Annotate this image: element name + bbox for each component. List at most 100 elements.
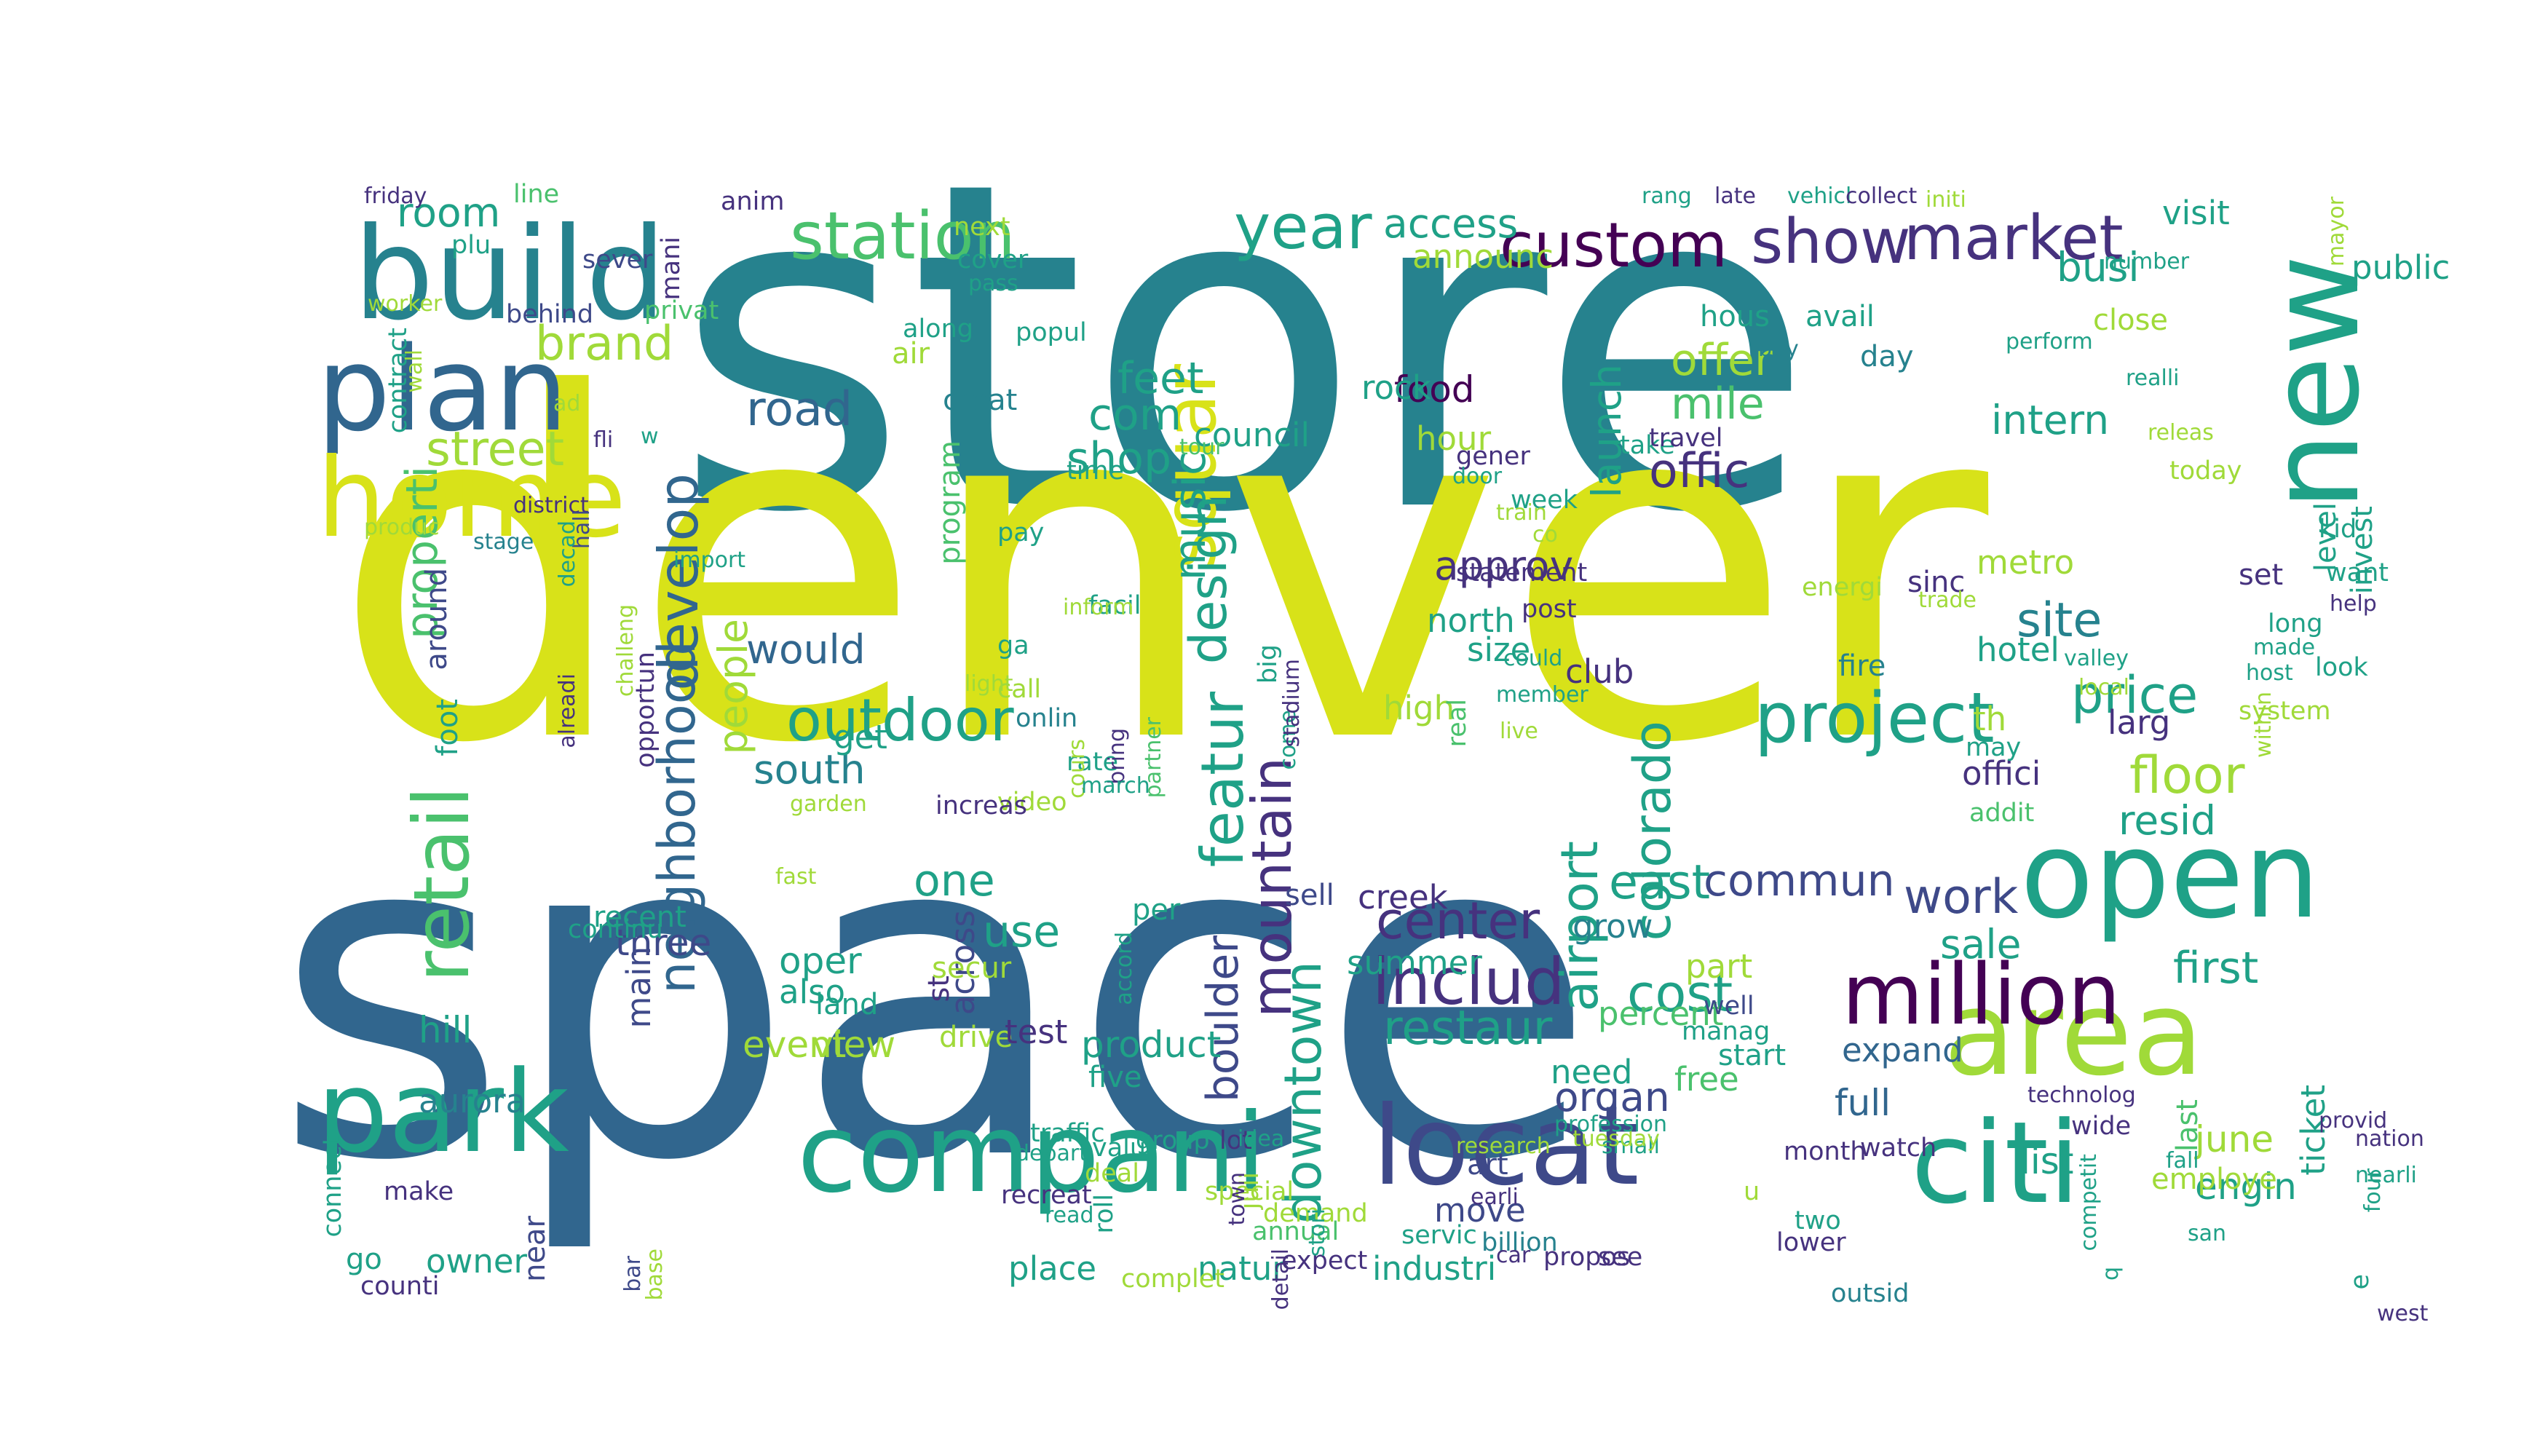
word-145: sever	[582, 245, 653, 274]
word-36: boulder	[1198, 935, 1249, 1103]
word-218: co	[1532, 522, 1558, 547]
word-262: town	[1224, 1172, 1250, 1226]
word-151: rate	[1067, 748, 1119, 777]
word-150: pay	[997, 518, 1045, 547]
word-272: idea	[1238, 1126, 1285, 1152]
word-70: north	[1427, 601, 1515, 640]
word-52: floor	[2129, 745, 2245, 805]
word-279: q	[2098, 1267, 2124, 1281]
word-40: feet	[1117, 353, 1204, 404]
word-135: tour	[1179, 435, 1224, 460]
word-102: june	[2195, 1118, 2274, 1160]
word-19: retail	[397, 786, 486, 983]
word-84: main	[620, 946, 658, 1029]
word-126: set	[2239, 558, 2284, 592]
word-189: pass	[968, 271, 1018, 296]
word-72: metro	[1977, 543, 2075, 582]
word-65: access	[1383, 200, 1519, 247]
word-284: four	[2360, 1168, 2386, 1213]
word-109: manag	[1682, 1017, 1770, 1046]
word-176: connect	[318, 1136, 347, 1238]
word-60: south	[753, 746, 866, 793]
word-211: trade	[1918, 587, 1977, 613]
word-242: challeng	[613, 604, 638, 697]
word-159: billion	[1481, 1228, 1558, 1257]
word-274: depart	[1016, 1141, 1088, 1166]
word-127: close	[2093, 304, 2169, 337]
word-273: traffic	[1030, 1119, 1105, 1148]
word-239: alreadi	[555, 673, 580, 748]
word-94: art	[1467, 1148, 1508, 1182]
word-119: grow	[1572, 907, 1653, 946]
word-171: secur	[932, 951, 1012, 985]
word-202: want	[2326, 558, 2389, 587]
word-64: hour	[1416, 419, 1492, 458]
word-281: provid	[2319, 1108, 2388, 1133]
word-165: lower	[1776, 1228, 1846, 1257]
word-118: th	[1973, 700, 2007, 738]
word-8: locat	[1372, 1083, 1639, 1210]
word-253: watch	[1860, 1133, 1937, 1163]
word-195: mayor	[2324, 197, 2349, 267]
word-45: offic	[1649, 444, 1750, 499]
word-161: propos	[1543, 1243, 1631, 1272]
word-270: stori	[1305, 1208, 1330, 1257]
word-108: start	[1718, 1039, 1787, 1072]
word-133: air	[892, 337, 930, 371]
word-57: first	[2173, 943, 2259, 994]
word-267: complet	[1121, 1265, 1224, 1294]
word-55: work	[1904, 870, 2019, 925]
word-183: door	[1452, 464, 1503, 489]
word-123: public	[2351, 248, 2450, 287]
word-54: commun	[1704, 855, 1895, 906]
word-222: live	[1500, 719, 1538, 744]
word-62: food	[1394, 368, 1475, 411]
word-35: cost	[1627, 964, 1733, 1024]
word-194: initi	[1926, 187, 1966, 213]
word-107: well	[1704, 992, 1754, 1021]
word-100: list	[2020, 1140, 2074, 1182]
word-153: call	[997, 675, 1042, 704]
word-23: outdoor	[786, 687, 1014, 754]
word-244: produc	[364, 515, 440, 540]
word-12: open	[2020, 805, 2320, 945]
word-201: kid	[2319, 515, 2357, 544]
word-110: creek	[1358, 878, 1448, 917]
word-83: three	[615, 922, 712, 964]
word-152: video	[997, 788, 1067, 817]
word-196: number	[2104, 249, 2190, 274]
word-236: garden	[790, 791, 867, 817]
word-277: fall	[2166, 1148, 2199, 1174]
word-134: creat	[943, 384, 1018, 417]
word-139: foot	[431, 699, 464, 756]
word-42: shop	[1067, 433, 1172, 484]
word-224: big	[1254, 644, 1283, 684]
word-241: stage	[473, 529, 534, 555]
word-265: deal	[1085, 1159, 1139, 1188]
word-11: million	[1842, 946, 2121, 1044]
word-163: u	[1744, 1177, 1760, 1206]
word-90: place	[1008, 1249, 1097, 1288]
word-77: one	[914, 855, 995, 906]
word-257: profession	[1554, 1112, 1668, 1137]
word-204: long	[2268, 609, 2323, 638]
word-214: addit	[1969, 799, 2035, 828]
word-251: friday	[364, 183, 427, 209]
word-146: anim	[721, 187, 785, 216]
word-205: made	[2253, 635, 2316, 660]
word-95: organ	[1554, 1074, 1670, 1120]
word-231: ga	[997, 631, 1029, 660]
word-206: host	[2246, 660, 2293, 686]
word-167: bar	[620, 1256, 646, 1292]
word-229: facil	[1088, 591, 1142, 620]
word-180: w	[641, 424, 659, 449]
word-68: line	[513, 180, 560, 209]
word-276: wide	[2071, 1112, 2132, 1141]
word-226: stadium	[1279, 659, 1305, 748]
word-71: size	[1467, 630, 1531, 669]
word-268: demand	[1263, 1199, 1368, 1228]
word-271: detail	[1268, 1249, 1294, 1310]
word-238: car	[1496, 1243, 1531, 1268]
word-34: restaur	[1383, 1001, 1553, 1056]
word-255: small	[1602, 1133, 1660, 1159]
